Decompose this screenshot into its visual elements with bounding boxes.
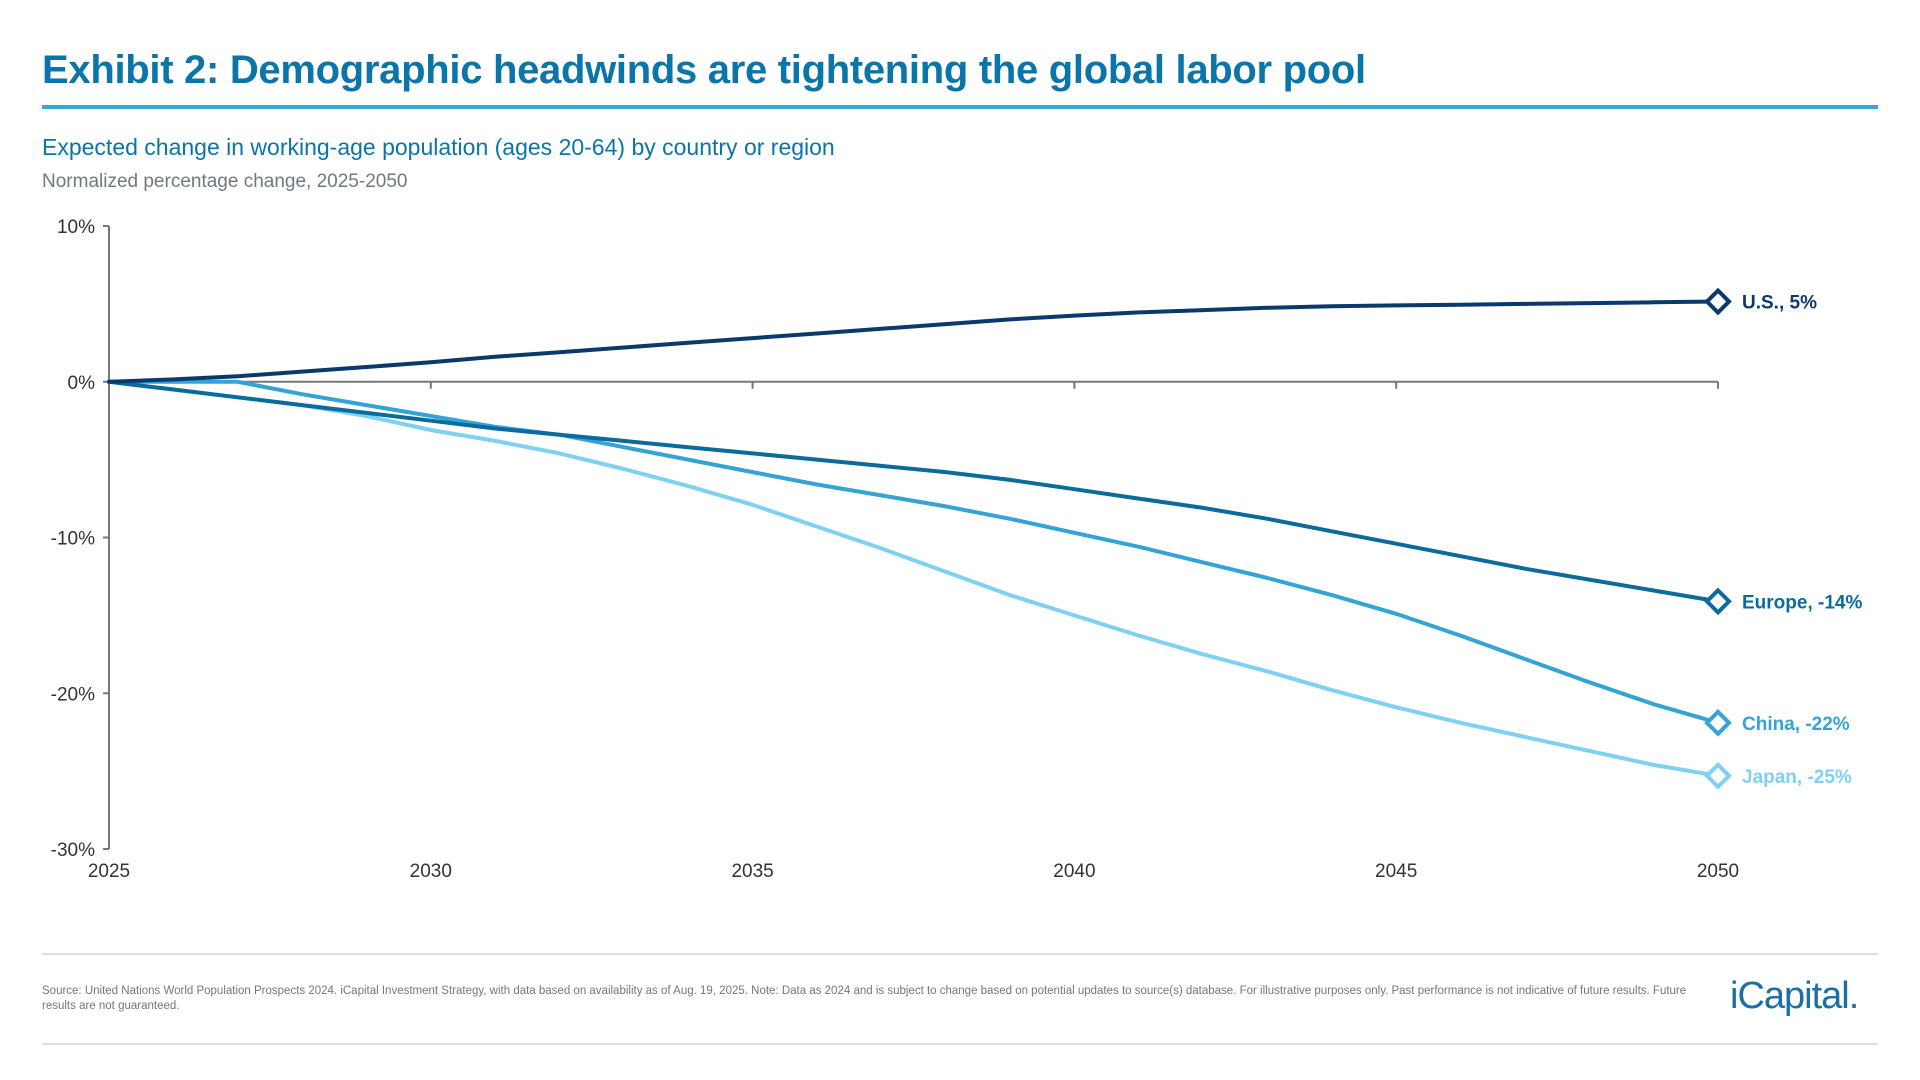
series-line-europe: [107, 379, 1720, 604]
bottom-divider: [42, 1043, 1878, 1045]
footer-divider: [42, 953, 1878, 955]
end-label-europe: Europe, -14%: [1742, 592, 1862, 613]
series-line-china: [107, 379, 1720, 725]
y-tick-label: 0%: [68, 373, 96, 394]
x-tick-label: 2035: [731, 861, 773, 882]
x-tick-label: 2050: [1697, 861, 1739, 882]
y-tick-label: -20%: [51, 684, 95, 705]
series-lines: [107, 299, 1720, 778]
end-label-japan: Japan, -25%: [1742, 767, 1852, 788]
x-tick-label: 2045: [1375, 861, 1417, 882]
icapital-logo: iCapital.: [1730, 975, 1859, 1017]
chart-unit-note: Normalized percentage change, 2025-2050: [42, 171, 408, 192]
x-tick-label: 2025: [88, 861, 130, 882]
y-tick-label: -10%: [51, 529, 95, 550]
axes: 10% 0% -10% -20% -30%2025 2030 2035 2040 2045 205…: [51, 217, 1740, 882]
end-label-us: U.S., 5%: [1742, 293, 1817, 314]
y-tick-label: -30%: [51, 840, 95, 861]
diamond-marker-icon: [1704, 287, 1732, 316]
diamond-marker-icon: [1704, 709, 1732, 737]
title-divider: [42, 105, 1878, 109]
chart-subtitle: Expected change in working-age populatio…: [42, 134, 835, 160]
x-tick-label: 2030: [410, 861, 452, 882]
series-line-us: [107, 299, 1720, 384]
diamond-marker-icon: [1704, 761, 1732, 790]
x-tick-label: 2040: [1053, 861, 1095, 882]
y-tick-label: 10%: [57, 217, 95, 238]
source-note: Source: United Nations World Population …: [42, 985, 1687, 1012]
diamond-marker-icon: [1704, 587, 1732, 616]
series-line-japan: [107, 379, 1720, 778]
end-markers: U.S., 5% Europe, -14% China, -22% Japan, -2…: [1704, 287, 1862, 790]
page-title: Exhibit 2: Demographic headwinds are tig…: [42, 48, 1366, 92]
end-label-china: China, -22%: [1742, 714, 1850, 735]
